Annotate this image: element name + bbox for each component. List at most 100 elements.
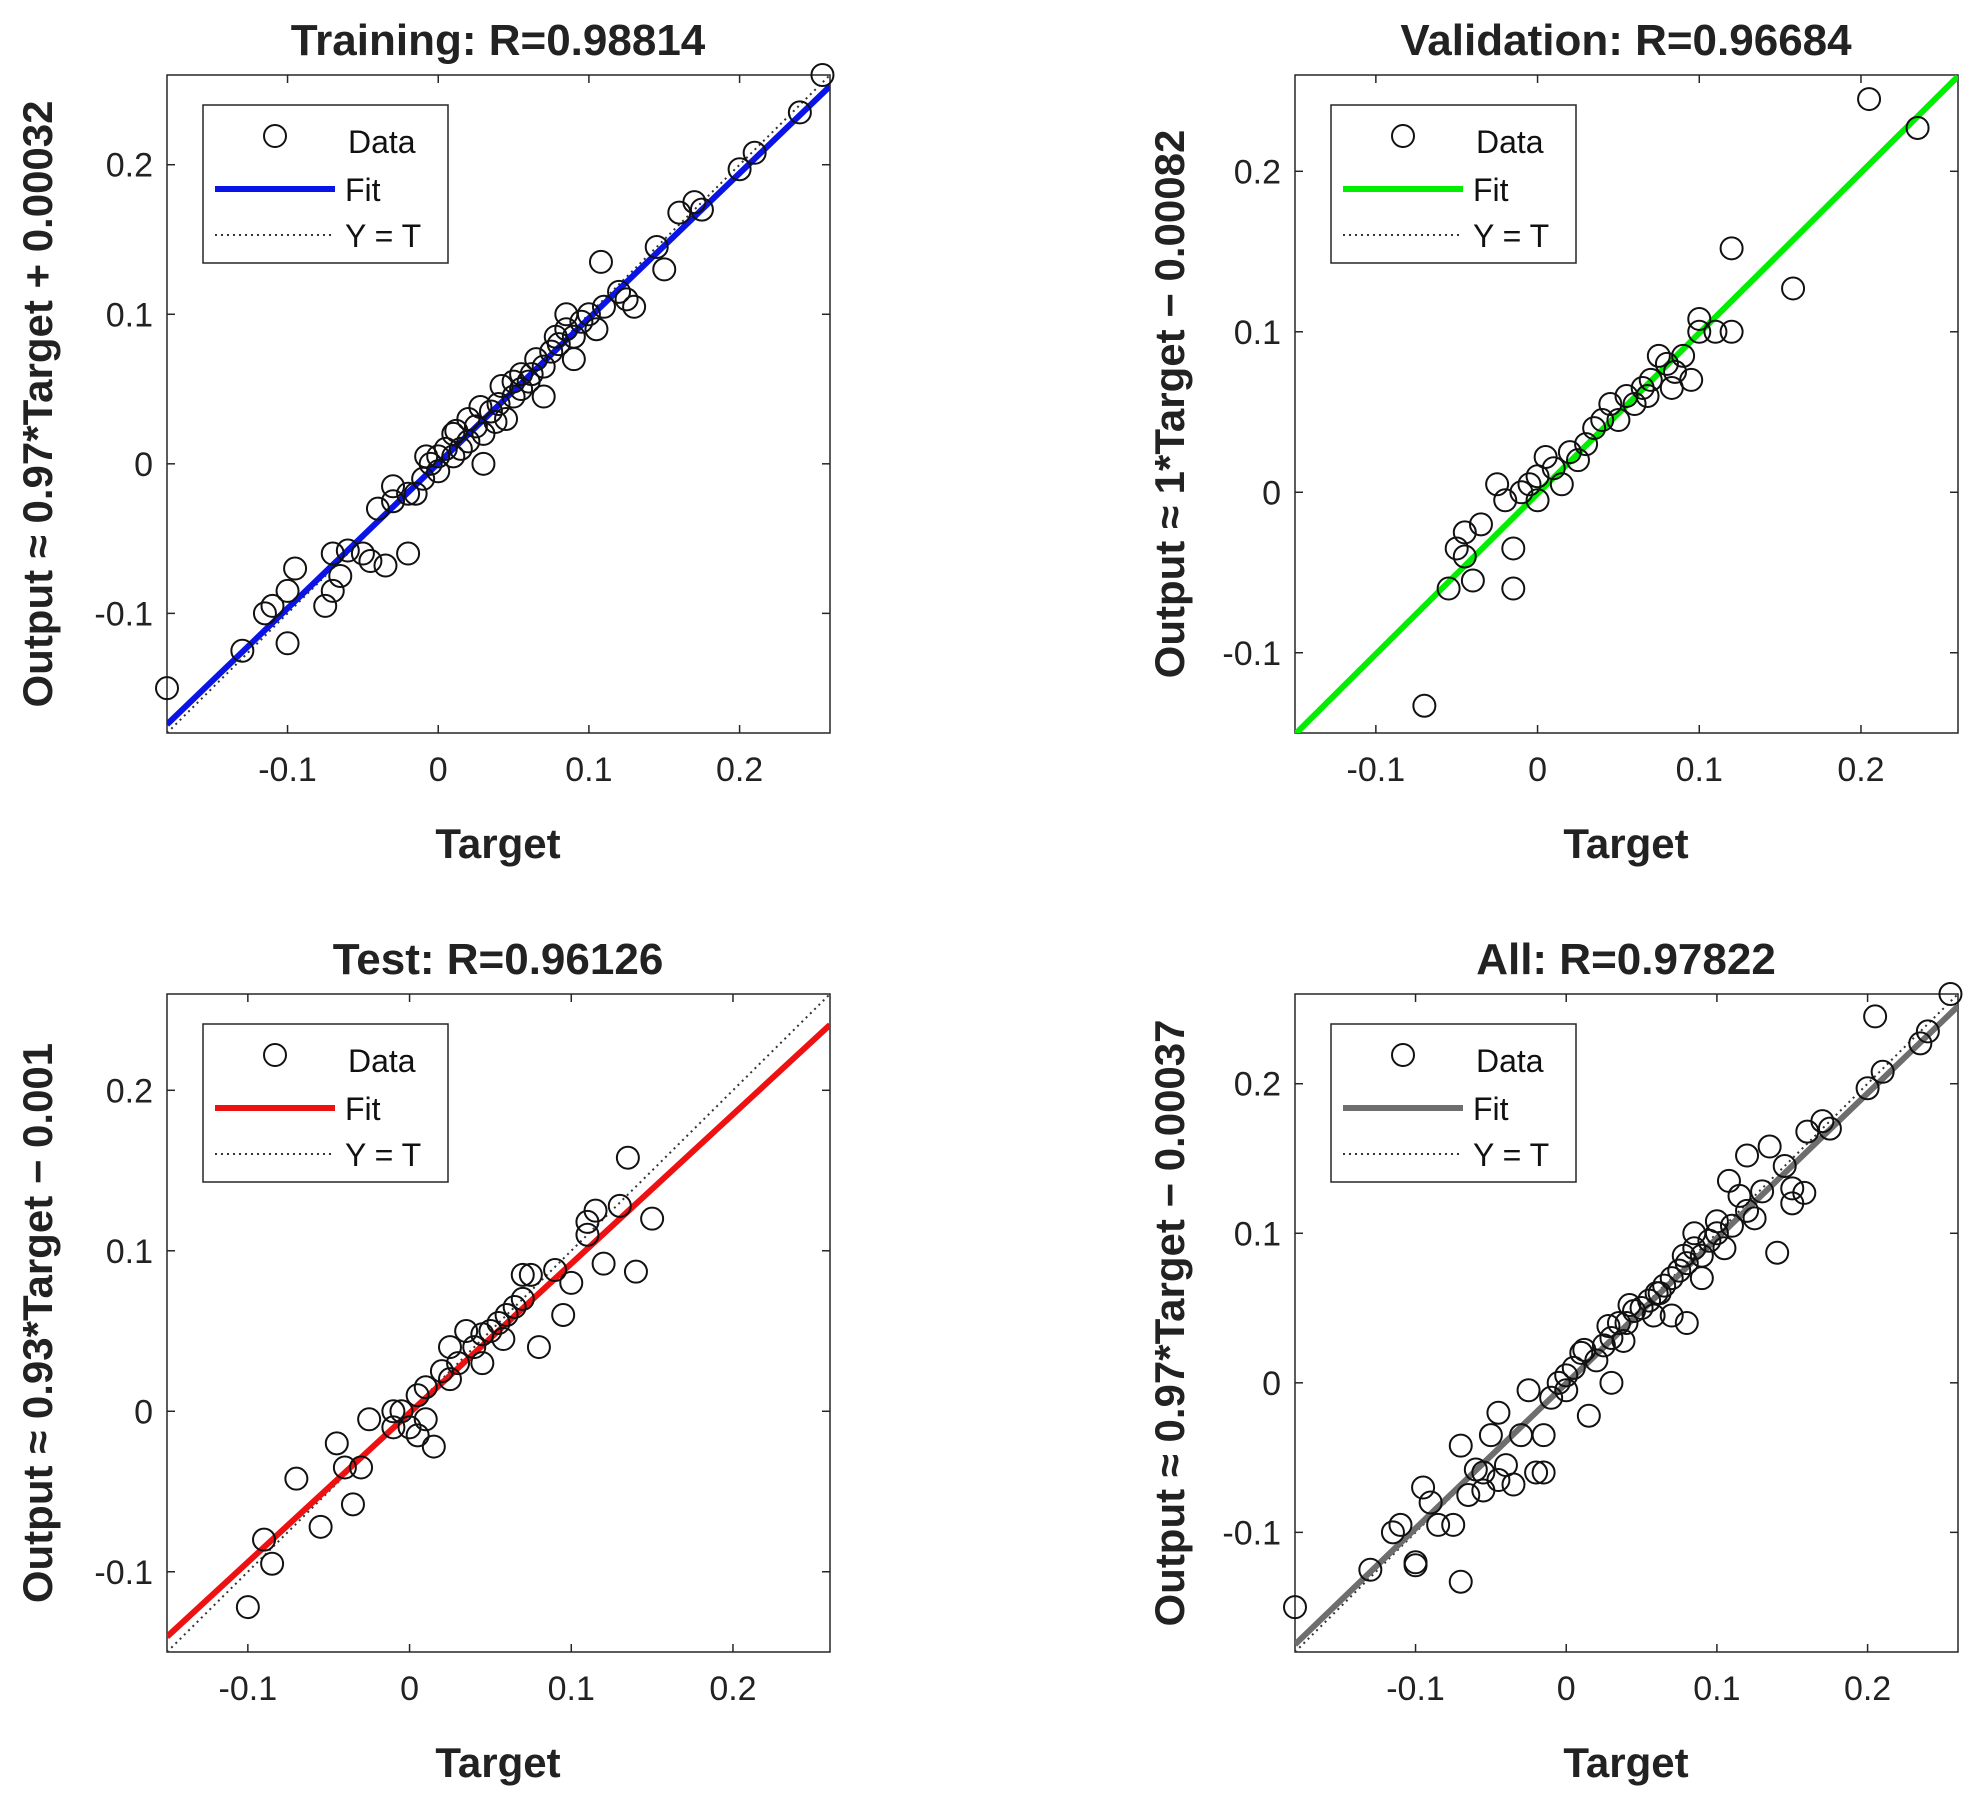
data-point bbox=[1546, 1370, 1571, 1395]
data-point bbox=[583, 1198, 608, 1223]
data-point bbox=[389, 1399, 414, 1424]
data-point bbox=[614, 287, 639, 312]
x-tick-label: 0 bbox=[1557, 1670, 1576, 1708]
data-point bbox=[349, 1455, 374, 1480]
fit-line bbox=[167, 1022, 830, 1639]
y-tick-label: 0.2 bbox=[106, 147, 153, 185]
data-point bbox=[1599, 1325, 1624, 1350]
data-point bbox=[284, 1466, 309, 1491]
data-point bbox=[381, 1399, 406, 1424]
data-point bbox=[1606, 408, 1631, 433]
data-point bbox=[155, 676, 179, 701]
data-point bbox=[1452, 544, 1477, 569]
data-point bbox=[1735, 1143, 1760, 1168]
data-point bbox=[468, 394, 493, 419]
data-point bbox=[471, 421, 496, 446]
legend-data-label: Data bbox=[1476, 124, 1544, 160]
data-point bbox=[1531, 1423, 1556, 1448]
x-tick-label: 0 bbox=[400, 1670, 419, 1708]
legend-box bbox=[202, 104, 449, 264]
data-point bbox=[491, 1327, 516, 1352]
y-tick-label: -0.1 bbox=[1222, 1514, 1281, 1552]
data-point bbox=[260, 1551, 285, 1576]
data-point bbox=[787, 100, 812, 125]
data-point bbox=[1719, 319, 1744, 344]
data-point bbox=[381, 489, 406, 514]
data-point bbox=[1549, 472, 1574, 497]
y-tick-label: -0.1 bbox=[94, 595, 153, 633]
data-point bbox=[1611, 1328, 1636, 1353]
data-point bbox=[320, 578, 345, 603]
data-point bbox=[358, 549, 383, 574]
data-point bbox=[444, 418, 469, 443]
data-point bbox=[1810, 1109, 1835, 1134]
panel-title: Training: R=0.98814 bbox=[291, 16, 706, 65]
data-point bbox=[1358, 1557, 1383, 1582]
data-point bbox=[622, 294, 647, 319]
data-point bbox=[1857, 87, 1882, 112]
data-point bbox=[1412, 693, 1437, 718]
data-point bbox=[1638, 367, 1663, 392]
data-point bbox=[260, 593, 285, 618]
plot-contents bbox=[1295, 75, 1958, 733]
y-tick-label: -0.1 bbox=[1222, 635, 1281, 673]
data-point bbox=[324, 1431, 349, 1456]
data-point bbox=[1554, 1363, 1579, 1388]
data-point bbox=[1576, 1403, 1601, 1428]
data-point bbox=[1418, 1490, 1443, 1515]
data-point bbox=[470, 1351, 495, 1376]
data-point bbox=[1659, 375, 1684, 400]
legend-fit-label: Fit bbox=[345, 172, 381, 208]
data-point bbox=[644, 234, 669, 259]
plot-area: -0.1 0 0.1 0.2 -0.1 0 0.1 0.2 Data Fit Y = T bbox=[1222, 74, 1959, 789]
data-point bbox=[1703, 319, 1728, 344]
data-point bbox=[478, 399, 503, 424]
data-point bbox=[615, 1145, 640, 1170]
data-point bbox=[405, 1423, 430, 1448]
panel-title: Test: R=0.96126 bbox=[333, 935, 664, 984]
y-tick-label: 0.2 bbox=[1234, 153, 1281, 191]
x-tick-label: 0.2 bbox=[709, 1670, 756, 1708]
data-point bbox=[682, 190, 707, 215]
data-point bbox=[1436, 576, 1461, 601]
panel-title: All: R=0.97822 bbox=[1476, 935, 1776, 984]
data-point bbox=[1781, 276, 1806, 301]
legend-box bbox=[1330, 1023, 1577, 1183]
x-tick-label: -0.1 bbox=[1386, 1670, 1445, 1708]
plot-area: -0.1 0 0.1 0.2 -0.1 0 0.1 0.2 Data Fit Y = T bbox=[94, 63, 835, 789]
data-point bbox=[543, 1258, 568, 1283]
data-point bbox=[1501, 536, 1526, 561]
x-tick-label: -0.1 bbox=[258, 751, 317, 789]
data-point bbox=[1572, 1337, 1597, 1362]
data-point bbox=[414, 444, 439, 469]
data-point bbox=[421, 1434, 446, 1459]
legend-data-label: Data bbox=[1476, 1043, 1544, 1079]
data-point bbox=[1908, 1031, 1933, 1056]
data-point bbox=[448, 436, 473, 461]
data-point bbox=[623, 1259, 648, 1284]
data-point bbox=[591, 1251, 616, 1276]
panel-test: Test: R=0.96126 Target Output ≈ 0.93*Tar… bbox=[14, 935, 831, 1786]
data-point bbox=[1606, 1311, 1631, 1335]
legend-data-marker bbox=[263, 1043, 287, 1067]
data-point bbox=[426, 459, 451, 484]
data-point bbox=[1468, 512, 1493, 537]
data-point bbox=[441, 444, 466, 469]
data-point bbox=[413, 1407, 438, 1432]
data-point bbox=[1598, 392, 1623, 416]
data-point bbox=[640, 1206, 665, 1231]
data-point bbox=[1614, 1311, 1639, 1335]
data-point bbox=[1855, 1076, 1880, 1101]
legend-fit-label: Fit bbox=[1473, 1091, 1509, 1127]
y-axis-label: Output ≈ 0.97*Target − 0.00037 bbox=[1146, 1019, 1193, 1626]
legend: Data Fit Y = T bbox=[202, 104, 449, 264]
y-tick-label: 0.2 bbox=[1234, 1066, 1281, 1104]
x-tick-label: 0.1 bbox=[1693, 1670, 1740, 1708]
data-point bbox=[1456, 1482, 1481, 1507]
legend: Data Fit Y = T bbox=[1330, 1023, 1577, 1183]
x-tick-label: 0.1 bbox=[565, 751, 612, 789]
data-point bbox=[1388, 1512, 1413, 1537]
data-point bbox=[1561, 1355, 1586, 1380]
data-point bbox=[526, 1335, 551, 1360]
data-point bbox=[1817, 1116, 1842, 1141]
